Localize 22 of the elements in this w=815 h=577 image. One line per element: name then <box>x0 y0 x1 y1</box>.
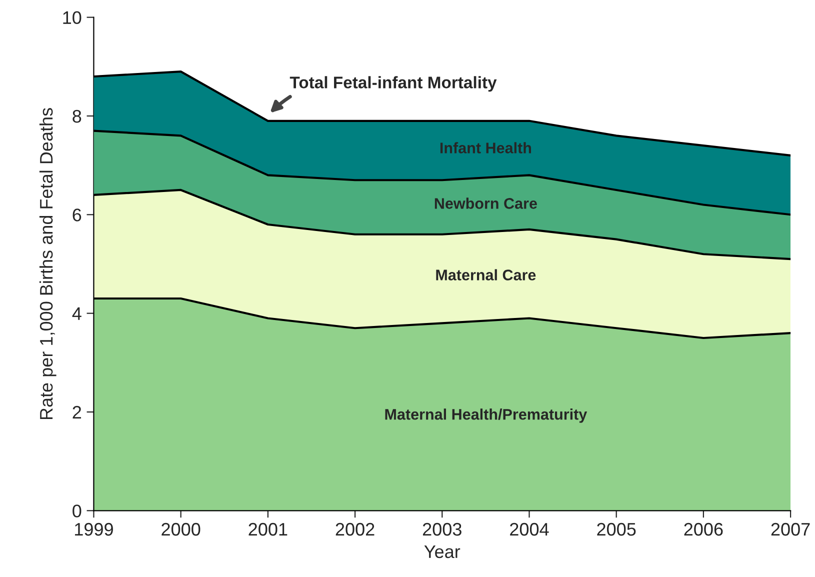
y-tick-label: 6 <box>72 208 82 222</box>
series-label: Newborn Care <box>434 198 537 209</box>
y-axis-title: Rate per 1,000 Births and Fetal Deaths <box>39 108 56 420</box>
x-tick-label: 2007 <box>771 522 810 536</box>
annotation: Total Fetal-infant Mortality <box>290 76 497 92</box>
x-tick-label: 1999 <box>75 522 113 536</box>
y-tick-label: 8 <box>72 110 82 123</box>
series-label: Maternal Health/Prematurity <box>385 408 588 423</box>
x-tick-label: 2003 <box>422 522 462 536</box>
y-tick-label: 2 <box>72 406 82 419</box>
x-tick-label: 2002 <box>336 522 374 536</box>
x-tick-label: 2000 <box>162 522 200 536</box>
series-label: Infant Health <box>440 142 532 154</box>
x-axis-title: Year <box>424 546 460 558</box>
x-tick-label: 2006 <box>684 522 723 536</box>
y-tick-label: 0 <box>72 504 82 518</box>
y-tick-label: 10 <box>63 11 82 24</box>
x-tick-label: 2005 <box>597 522 636 536</box>
x-tick-label: 2001 <box>248 522 288 536</box>
y-tick-label: 4 <box>72 307 82 320</box>
series-label: Maternal Care <box>436 269 536 280</box>
x-tick-label: 2004 <box>510 522 549 536</box>
